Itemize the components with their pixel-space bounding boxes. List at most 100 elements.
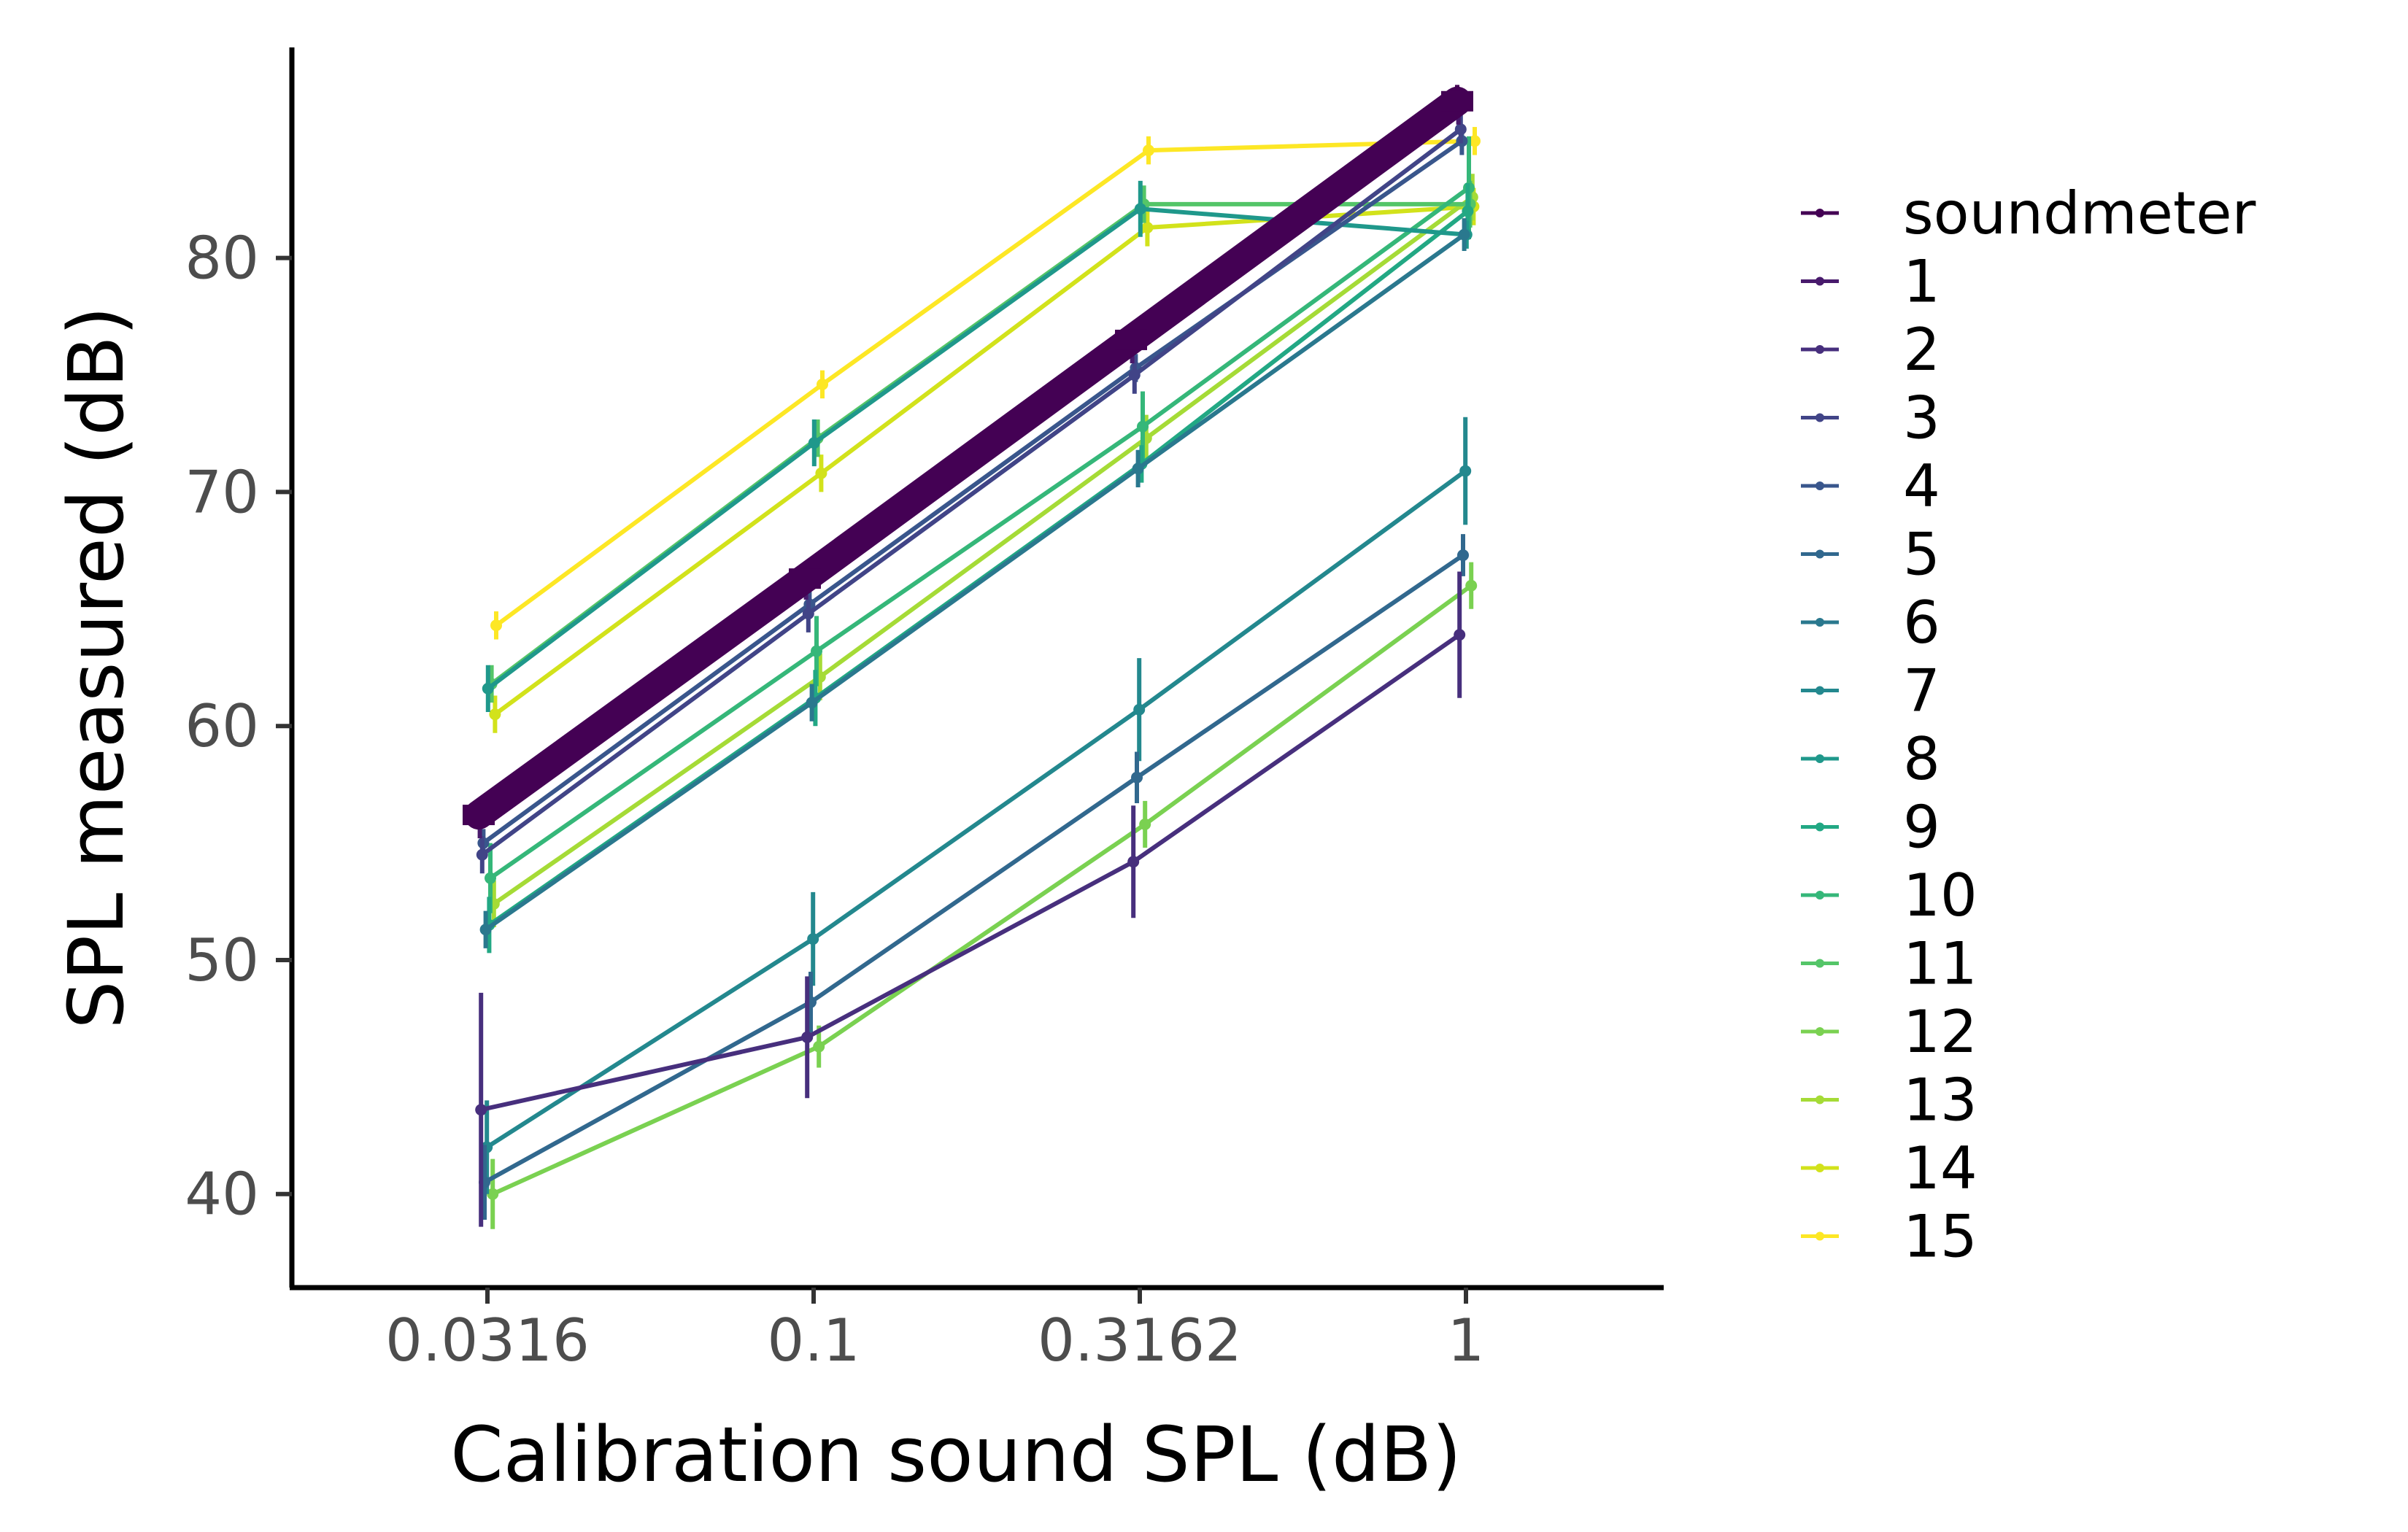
series-line xyxy=(464,86,1472,830)
data-point xyxy=(813,1040,825,1053)
legend-key-point xyxy=(1815,1095,1824,1104)
legend-item: 2 xyxy=(1801,316,1940,384)
data-point xyxy=(463,805,495,826)
legend-label: 6 xyxy=(1903,589,1940,657)
series-line xyxy=(484,233,1466,932)
legend-label: 1 xyxy=(1903,248,1940,316)
legend-key-point xyxy=(1815,413,1824,422)
y-tick-label: 60 xyxy=(185,692,259,760)
data-point xyxy=(1132,463,1144,475)
series-3 xyxy=(476,115,1467,874)
legend-key-point xyxy=(1815,345,1824,354)
data-point xyxy=(475,1104,487,1116)
legend-key-point xyxy=(1815,276,1824,286)
y-axis-title: SPL measured (dB) xyxy=(52,306,141,1029)
data-point xyxy=(806,697,818,709)
data-point xyxy=(1133,703,1146,716)
data-point xyxy=(802,608,814,620)
legend-key-point xyxy=(1815,618,1824,627)
legend-item: 3 xyxy=(1801,384,1940,452)
legend-label: 5 xyxy=(1903,521,1940,589)
y-tick-label: 50 xyxy=(185,926,259,994)
legend-key-point xyxy=(1815,754,1824,763)
legend-key-point xyxy=(1815,549,1824,559)
data-point xyxy=(811,645,822,657)
data-point xyxy=(1127,856,1140,868)
series-2 xyxy=(475,571,1466,1227)
x-tick-label: 1 xyxy=(1448,1307,1485,1374)
data-point xyxy=(807,933,819,945)
data-point xyxy=(808,437,820,449)
legend-label: 15 xyxy=(1903,1203,1977,1271)
data-point xyxy=(489,708,501,721)
y-ticks: 40 50 60 70 80 xyxy=(185,225,292,1229)
legend-key-point xyxy=(1815,959,1824,968)
x-ticks: 0.0316 0.1 0.3162 1 xyxy=(385,1288,1484,1374)
legend-item: 5 xyxy=(1801,521,1940,589)
data-point xyxy=(479,924,492,936)
legend-label: 12 xyxy=(1903,998,1977,1066)
series-7 xyxy=(481,417,1472,1194)
legend-item: 7 xyxy=(1801,657,1940,725)
legend-item: 12 xyxy=(1801,998,1977,1066)
series-line xyxy=(487,209,1470,927)
legend-label: soundmeter xyxy=(1903,179,2256,247)
legend-key-point xyxy=(1815,209,1824,217)
data-point xyxy=(1441,90,1473,112)
legend-label: 2 xyxy=(1903,316,1940,384)
legend-key-point xyxy=(1815,1231,1824,1241)
data-point xyxy=(1469,135,1481,147)
series-6 xyxy=(479,218,1470,948)
legend-item: 11 xyxy=(1801,930,1977,998)
legend-key-point xyxy=(1815,1027,1824,1036)
data-point xyxy=(1465,579,1478,592)
y-tick-label: 80 xyxy=(185,225,259,293)
legend-label: 9 xyxy=(1903,794,1940,862)
data-point xyxy=(1128,369,1141,382)
data-point xyxy=(1459,465,1472,477)
data-point xyxy=(801,1031,814,1043)
legend-item: 9 xyxy=(1801,794,1940,862)
y-tick-label: 70 xyxy=(185,458,259,526)
legend-key-point xyxy=(1815,822,1824,832)
series-9 xyxy=(483,183,1474,953)
series-5 xyxy=(479,534,1469,1220)
series-13 xyxy=(487,174,1478,928)
data-point xyxy=(1458,228,1470,241)
legend-label: 3 xyxy=(1903,384,1940,452)
legend-label: 8 xyxy=(1903,725,1940,793)
data-point xyxy=(487,1188,499,1200)
legend-key-point xyxy=(1815,891,1824,900)
series-line xyxy=(482,139,1464,845)
series-line xyxy=(493,195,1474,906)
data-point xyxy=(1141,221,1154,233)
series-line xyxy=(491,584,1473,1196)
legend-key-point xyxy=(1815,1164,1824,1172)
data-point xyxy=(1134,203,1146,215)
legend-item: soundmeter xyxy=(1801,179,2256,247)
data-point xyxy=(1454,123,1467,136)
legend-item: 6 xyxy=(1801,589,1940,657)
data-point xyxy=(1139,818,1151,830)
series-soundmeter xyxy=(463,85,1473,830)
legend-label: 14 xyxy=(1903,1134,1977,1202)
legend-key-point xyxy=(1815,686,1824,695)
series-line xyxy=(480,632,1461,1113)
x-tick-label: 0.0316 xyxy=(385,1307,590,1374)
axes: 40 50 60 70 80 0.0316 0.1 0.3162 1 xyxy=(185,47,1664,1374)
data-point xyxy=(482,682,494,695)
legend-label: 7 xyxy=(1903,657,1940,725)
data-point xyxy=(817,378,828,390)
data-point xyxy=(1115,329,1147,350)
data-point xyxy=(1143,144,1154,157)
x-tick-label: 0.1 xyxy=(767,1307,860,1374)
legend-item: 14 xyxy=(1801,1134,1977,1202)
series-line xyxy=(485,469,1467,1150)
legend-item: 13 xyxy=(1801,1067,1977,1134)
legend-label: 13 xyxy=(1903,1067,1977,1134)
series-line xyxy=(495,139,1475,627)
legend-item: 15 xyxy=(1801,1203,1977,1271)
data-point xyxy=(476,848,488,861)
